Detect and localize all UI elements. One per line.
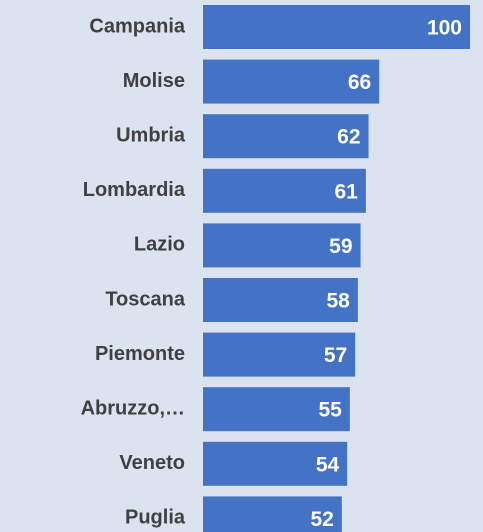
category-label: Toscana — [105, 288, 186, 310]
category-label: Veneto — [119, 452, 185, 474]
bar — [203, 441, 348, 486]
value-label: 54 — [316, 453, 340, 476]
value-label: 55 — [318, 399, 342, 422]
category-label: Puglia — [125, 507, 186, 529]
category-label: Campania — [89, 15, 185, 37]
category-label: Piemonte — [95, 343, 185, 365]
value-label: 57 — [324, 344, 347, 367]
category-label: Molise — [123, 70, 185, 92]
category-label: Lombardia — [83, 179, 186, 201]
value-label: 61 — [335, 180, 359, 203]
bar — [203, 332, 356, 377]
value-label: 58 — [327, 290, 351, 313]
category-label: Abruzzo,… — [81, 397, 185, 419]
bar — [203, 168, 366, 213]
bar — [203, 59, 380, 104]
bar — [203, 223, 361, 268]
bar — [203, 5, 470, 49]
bar — [203, 278, 358, 322]
value-label: 52 — [310, 508, 333, 531]
bar — [203, 496, 342, 532]
value-label: 100 — [427, 17, 462, 40]
bar — [203, 387, 350, 432]
value-label: 66 — [348, 71, 371, 94]
value-label: 59 — [329, 235, 352, 258]
category-label: Umbria — [116, 124, 186, 146]
category-label: Lazio — [134, 234, 185, 256]
value-label: 62 — [337, 126, 360, 149]
bar — [203, 114, 369, 159]
